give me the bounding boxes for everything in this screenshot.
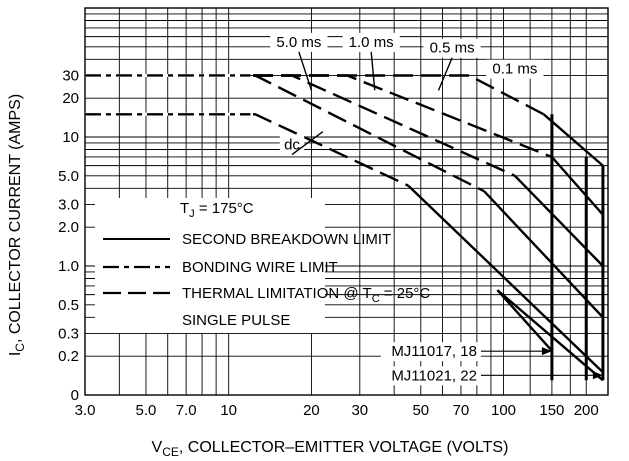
series-line: [551, 156, 604, 216]
series-line: [85, 74, 485, 193]
device-arrow-head: [592, 371, 603, 380]
series-label-bg: [486, 59, 544, 79]
series-label: 1.0 ms: [349, 34, 394, 51]
legend-entry-second-breakdown: SECOND BREAKDOWN LIMIT: [182, 231, 391, 248]
y-tick-label: 0.5: [58, 297, 79, 314]
y-tick-label: 2.0: [58, 219, 79, 236]
axis-labels: VCE, COLLECTOR–EMITTER VOLTAGE (VOLTS) I…: [7, 94, 508, 459]
annotations: TJ = 175°C SECOND BREAKDOWN LIMIT BONDIN…: [95, 198, 430, 333]
x-tick-label: 5.0: [136, 402, 157, 419]
series-line: [514, 174, 604, 267]
series-line: [407, 184, 604, 374]
series-label-pointer: [298, 51, 313, 91]
legend-title: TJ = 175°C: [180, 200, 254, 220]
series-label-bg: [270, 32, 328, 52]
x-tick-label: 7.0: [176, 402, 197, 419]
series-line: [542, 113, 604, 167]
legend-entry-bonding-wire: BONDING WIRE LIMIT: [182, 259, 338, 276]
series-line: [85, 74, 516, 177]
x-tick-label: 3.0: [75, 402, 96, 419]
plot-frame: [84, 7, 609, 396]
device-label: MJ11021, 22: [391, 367, 477, 384]
x-axis-label: VCE, COLLECTOR–EMITTER VOLTAGE (VOLTS): [152, 439, 509, 459]
y-tick-label: 20: [62, 90, 79, 107]
x-tick-label: 150: [539, 402, 564, 419]
device-label: MJ11017, 18: [391, 343, 477, 360]
y-tick-label: 1.0: [58, 258, 79, 275]
series-label: dc: [284, 137, 300, 154]
series-line: [496, 289, 553, 352]
series-line: [483, 190, 604, 319]
grid: [84, 7, 609, 396]
y-axis-label: IC, COLLECTOR CURRENT (AMPS): [7, 94, 27, 356]
legend-entry-thermal-limitation: THERMAL LIMITATION @ TC = 25°C: [182, 285, 430, 305]
device-label-bg: [380, 342, 481, 362]
device-label-bg: [380, 366, 481, 386]
x-tick-label: 30: [351, 402, 368, 419]
y-tick-label: 10: [62, 129, 79, 146]
x-tick-label: 10: [220, 402, 237, 419]
x-tick-label: 200: [574, 402, 599, 419]
series-label-pointer: [370, 51, 376, 91]
series-group: 5.0 ms 1.0 ms 0.5 ms 0.1 ms dc MJ11017, 18 MJ1…: [85, 32, 605, 386]
x-tick-label: 70: [453, 402, 470, 419]
x-tick-label: 20: [303, 402, 320, 419]
tick-labels: 3.0 5.0 7.0 10 20 30 50 70 100 150 200 0 0.2 0.3 0.5 1.…: [58, 67, 599, 419]
series-label: 0.1 ms: [492, 61, 537, 78]
y-tick-label: 3.0: [58, 196, 79, 213]
x-tick-label: 100: [491, 402, 516, 419]
legend-background: [95, 198, 325, 333]
series-label-pointer: [291, 131, 324, 156]
x-tick-label: 50: [412, 402, 429, 419]
y-tick-label: 0.3: [58, 325, 79, 342]
device-arrow-head: [541, 347, 552, 356]
y-tick-label: 30: [62, 67, 79, 84]
series-label-pointer: [437, 57, 453, 91]
legend-entry-single-pulse: SINGLE PULSE: [182, 312, 290, 329]
series-line: [85, 74, 545, 116]
series-label: 5.0 ms: [276, 34, 321, 51]
y-tick-label: 0.2: [58, 348, 79, 365]
series-label-bg: [423, 38, 481, 58]
series-label-bg: [342, 32, 400, 52]
y-tick-label: 0: [71, 387, 79, 404]
y-tick-label: 5.0: [58, 168, 79, 185]
series-label: 0.5 ms: [430, 40, 475, 57]
